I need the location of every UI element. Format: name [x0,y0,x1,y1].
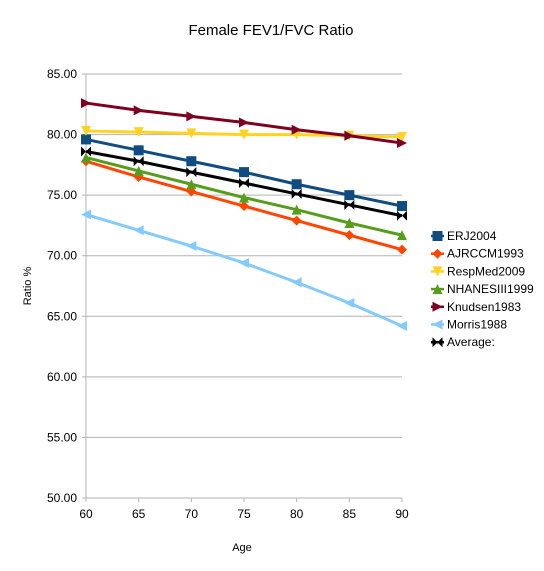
data-point [291,277,302,288]
data-point [397,131,407,142]
legend-swatch-marker [432,284,443,295]
data-point [133,225,144,236]
legend-label: Average: [447,335,495,349]
data-point [344,218,355,229]
y-tick-label: 70.00 [47,249,77,263]
axes [85,74,403,502]
y-tick-label: 55.00 [47,430,77,444]
data-point [344,297,355,308]
legend-swatch-marker [432,248,443,259]
y-tick-labels: 50.00 55.00 60.00 65.00 70.00 75.00 80.00 85.00 [47,67,77,505]
y-tick-label: 85.00 [47,67,77,81]
data-point [133,105,144,116]
data-point [133,165,144,176]
data-point [397,138,407,149]
x-axis-label: Age [232,542,252,554]
legend-label: Knudsen1983 [447,300,521,314]
data-point [344,190,355,201]
x-tick-label: 90 [395,507,409,521]
data-point [344,130,355,141]
data-point [239,129,249,140]
data-point [239,178,249,189]
y-tick-label: 60.00 [47,370,77,384]
data-point [133,127,144,138]
legend-swatch-marker [432,337,443,348]
data-point [81,146,91,157]
data-point [186,156,197,167]
data-point [397,320,407,331]
data-point [239,117,249,128]
y-tick-label: 80.00 [47,128,77,142]
data-point [397,201,407,212]
data-point [397,230,407,241]
data-point [291,124,302,135]
legend-swatch-marker [432,231,443,241]
legend-label: RespMed2009 [447,264,525,278]
data-point [291,204,302,215]
x-tick-labels: 60 65 70 75 80 85 90 [79,507,409,521]
legend-label: NHANESIII1999 [447,282,534,296]
x-tick-label: 60 [79,507,93,521]
legend-label: ERJ2004 [447,229,497,243]
data-point [291,188,302,199]
data-point [81,125,91,136]
data-point [186,111,197,122]
legend-label: Morris1988 [447,318,507,332]
data-point [239,257,249,268]
data-point [397,244,407,255]
data-point [397,210,407,221]
legend-label: AJRCCM1993 [447,247,524,261]
data-point [81,209,91,220]
legend-swatch-marker [432,266,443,277]
data-point [186,167,197,178]
data-point [344,199,355,210]
data-point [186,241,197,252]
y-tick-label: 50.00 [47,491,77,505]
data-series [81,98,407,331]
x-tick-label: 85 [343,507,357,521]
data-point [81,98,91,109]
data-point [186,179,197,190]
legend: ERJ2004 AJRCCM1993 RespMed2009 NHANESIII199… [431,229,534,349]
x-tick-label: 70 [185,507,199,521]
x-tick-label: 75 [237,507,251,521]
data-point [344,230,355,241]
chart-title: Female FEV1/FVC Ratio [188,22,353,39]
data-point [186,128,197,139]
legend-swatch-marker [432,319,443,330]
data-point [81,134,91,145]
x-tick-label: 80 [290,507,304,521]
x-tick-label: 65 [132,507,146,521]
data-point [239,167,249,178]
data-point [239,192,249,203]
data-point [291,179,302,190]
data-point [133,156,144,167]
data-point [239,201,249,212]
data-point [133,145,144,156]
y-axis-label: Ratio % [22,267,34,306]
legend-swatch-marker [432,301,443,312]
y-tick-label: 75.00 [47,188,77,202]
data-point [81,152,91,163]
data-point [291,215,302,226]
y-tick-label: 65.00 [47,309,77,323]
